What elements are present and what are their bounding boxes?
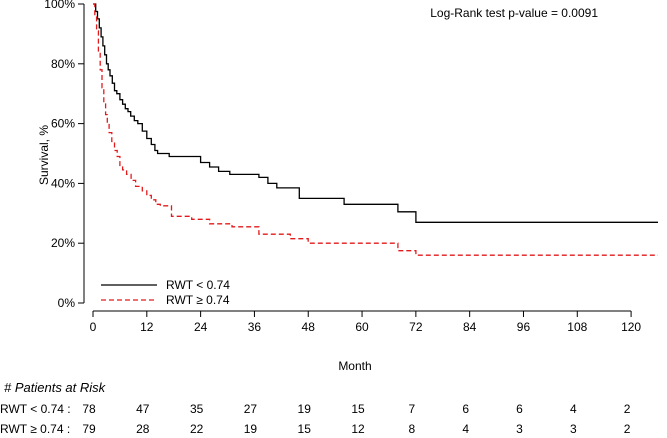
x-axis-title: Month [338,359,371,373]
p-value-annotation: Log-Rank test p-value = 0.0091 [430,6,598,20]
risk-count: 15 [351,402,365,416]
risk-count: 4 [462,422,469,436]
legend-label: RWT ≥ 0.74 [166,293,230,307]
risk-table-title: # Patients at Risk [4,380,107,395]
risk-count: 12 [351,422,365,436]
legend-label: RWT < 0.74 [166,278,230,292]
risk-count: 27 [244,402,258,416]
risk-count: 79 [82,422,96,436]
survival-curves [93,3,658,256]
y-axis-title: Survival, % [37,125,51,185]
x-tick-label: 72 [409,320,423,334]
x-tick-label: 36 [248,320,262,334]
x-tick-label: 24 [194,320,208,334]
axes: 0 12 24 36 48 60 72 84 96 108 120 0% 20% 40% 60% 80% 100… [44,0,641,334]
risk-count: 2 [624,402,631,416]
risk-count: 22 [190,422,204,436]
risk-count: 4 [570,402,577,416]
risk-count: 15 [298,422,312,436]
risk-count: 6 [516,402,523,416]
y-tick-label: 0% [58,296,76,310]
x-tick-label: 12 [140,320,154,334]
risk-count: 7 [409,402,416,416]
risk-count: 78 [82,402,96,416]
risk-count: 28 [136,422,150,436]
x-tick-label: 48 [302,320,316,334]
x-tick-label: 120 [621,320,641,334]
risk-count: 47 [136,402,150,416]
x-tick-label: 60 [355,320,369,334]
x-tick-label: 96 [517,320,531,334]
risk-count: 35 [190,402,204,416]
survival-curve-rwt-high [93,3,658,256]
risk-table: RWT < 0.74 : 78 47 35 27 19 15 7 6 6 4 2 RWT ≥ 0.74 … [0,402,631,436]
y-tick-label: 80% [51,57,75,71]
risk-count: 19 [298,402,312,416]
risk-count: 2 [624,422,631,436]
risk-row-label: RWT < 0.74 : [0,402,71,416]
x-tick-label: 108 [567,320,587,334]
x-tick-label: 0 [90,320,97,334]
risk-count: 8 [409,422,416,436]
survival-curve-rwt-low [93,3,658,223]
y-tick-label: 100% [44,0,75,11]
y-tick-label: 20% [51,236,75,250]
risk-count: 3 [516,422,523,436]
risk-count: 6 [462,402,469,416]
risk-count: 19 [244,422,258,436]
x-tick-label: 84 [463,320,477,334]
y-tick-label: 60% [51,117,75,131]
y-tick-label: 40% [51,176,75,190]
risk-count: 3 [570,422,577,436]
risk-row-label: RWT ≥ 0.74 : [0,422,70,436]
